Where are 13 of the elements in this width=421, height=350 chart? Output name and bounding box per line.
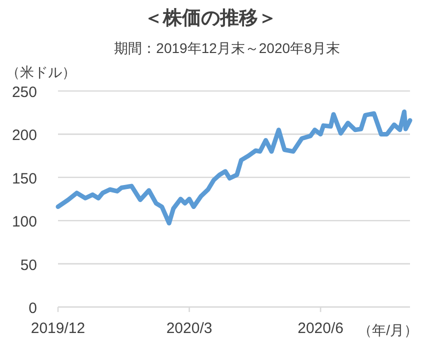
y-tick-label: 250 [12,84,37,101]
x-tick-label: 2020/3 [166,320,212,337]
x-tick-label: 2019/12 [30,320,86,337]
y-tick-label: 200 [12,127,37,144]
x-tick-label: 2020/6 [298,320,344,337]
y-axis-title: （米ドル） [6,64,76,80]
chart-subtitle: 期間：2019年12月末～2020年8月末 [114,40,340,56]
chart-title: ＜株価の推移＞ [144,7,277,29]
y-tick-label: 0 [28,300,37,317]
y-tick-label: 100 [12,214,37,231]
x-axis-title: （年/月） [358,322,418,338]
y-tick-label: 150 [12,170,37,188]
y-tick-label: 50 [20,256,37,274]
